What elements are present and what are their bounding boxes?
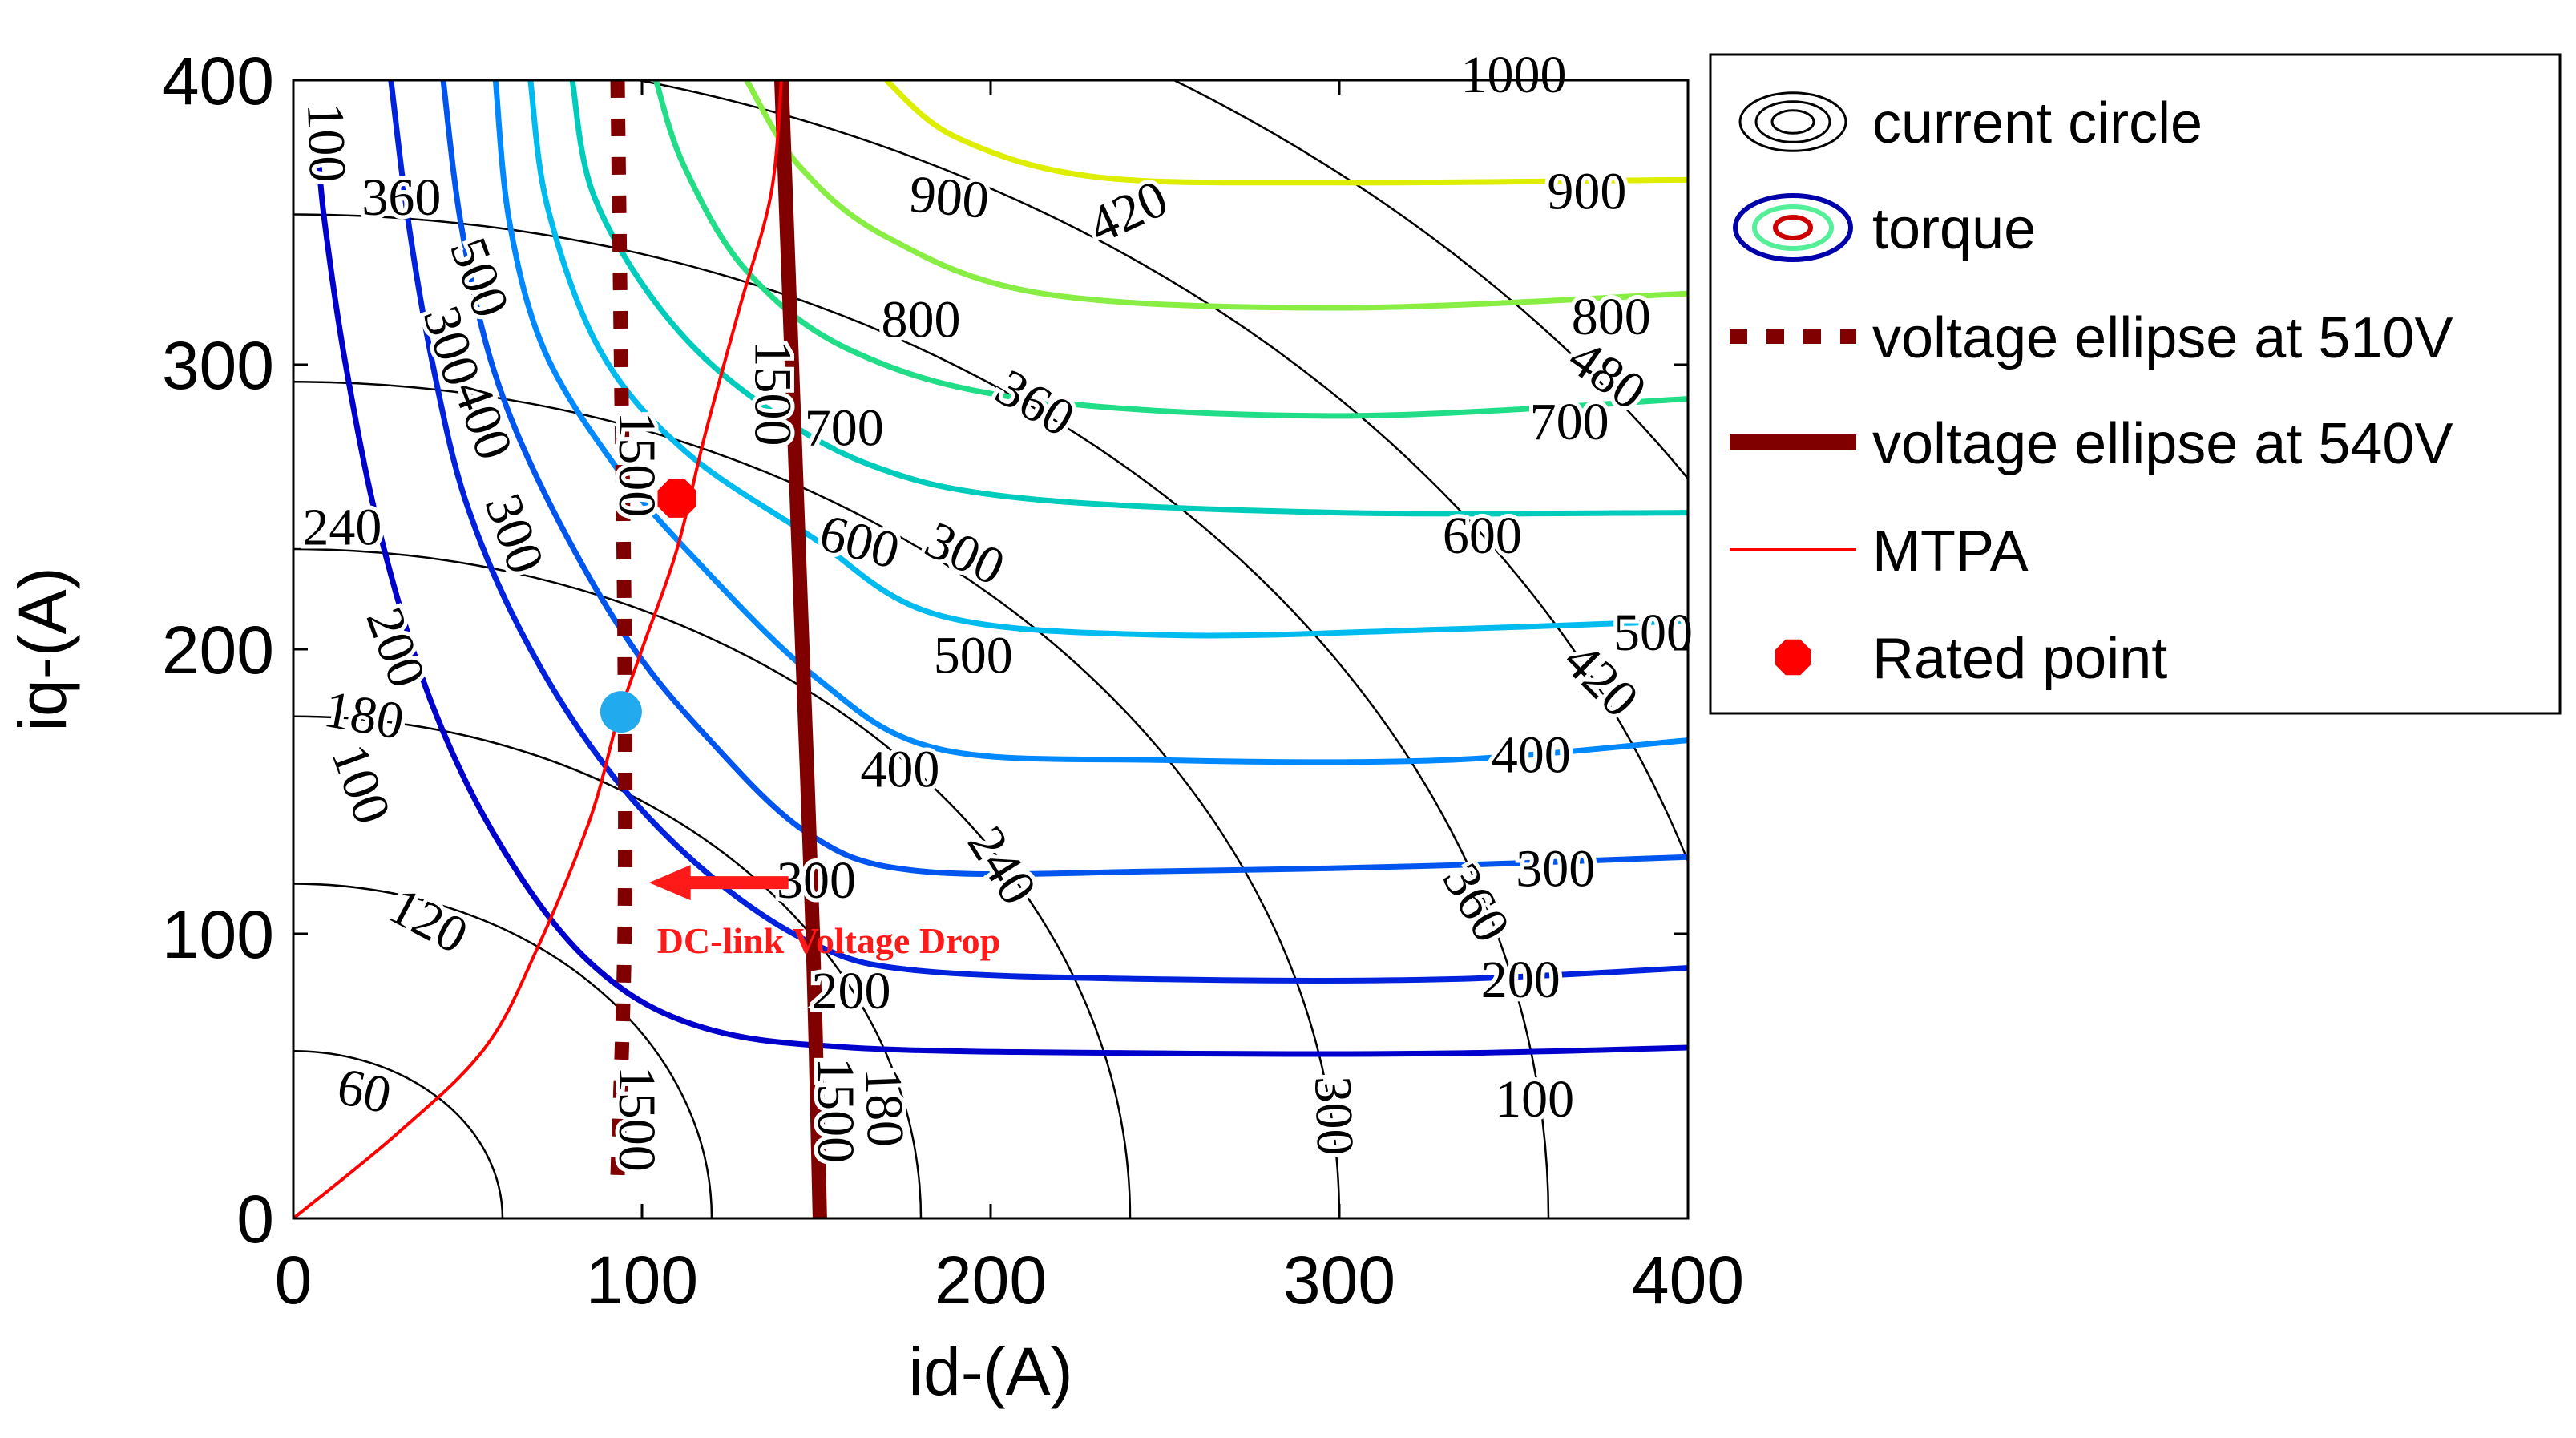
annotation-layer: DC-link Voltage Drop [648, 865, 1001, 961]
legend-label-current_circle: current circle [1872, 91, 2203, 156]
torque-contour-100 [314, 147, 1688, 1057]
legend: current circle torque voltage ellipse at 5… [1709, 53, 2562, 715]
torque-label-300: 300 [1516, 840, 1595, 899]
y-tick-label: 100 [162, 897, 274, 972]
voltage-ellipse-540v [774, 80, 827, 1218]
voltage-ellipse-510v [610, 80, 633, 1177]
voltage-540-label: 1500 [743, 341, 801, 446]
x-axis-label: id-(A) [908, 1334, 1072, 1409]
torque-label-300: 300 [777, 851, 856, 910]
torque-label-900: 900 [1547, 163, 1626, 221]
torque-label-800: 800 [882, 290, 961, 349]
torque-label-500: 500 [934, 626, 1013, 685]
torque-label-200: 200 [1481, 951, 1561, 1009]
torque-contour-400 [492, 80, 1688, 765]
torque-label-700: 700 [1530, 393, 1609, 451]
y-tick-label: 0 [236, 1182, 274, 1257]
torque-label-100: 100 [296, 102, 357, 183]
legend-label-rated: Rated point [1872, 627, 2167, 691]
current-circle-label: 1000 [1461, 46, 1567, 104]
mtpa-curve [293, 80, 783, 1218]
current-circle-label: 180 [854, 1067, 915, 1148]
current-circle-120 [293, 883, 713, 1218]
x-tick-label: 300 [1283, 1242, 1395, 1318]
current-circle-480 [1171, 80, 1688, 480]
torque-label-400: 400 [860, 740, 939, 798]
torque-label-600: 600 [1443, 507, 1522, 565]
torque-contour-500 [527, 80, 1688, 639]
operating-point-marker [600, 691, 642, 733]
voltage-540-label: 1500 [806, 1057, 865, 1163]
legend-current-circle-icon [1754, 100, 1831, 143]
legend-label-v510: voltage ellipse at 510V [1872, 306, 2453, 370]
torque-label-500: 500 [1613, 604, 1693, 662]
voltage-drop-arrow-head [648, 865, 691, 901]
plot-area [293, 80, 1688, 1218]
torque-contour-200 [388, 80, 1688, 984]
torque-label-700: 700 [805, 398, 884, 457]
voltage-drop-annotation: DC-link Voltage Drop [657, 920, 1001, 961]
x-tick-label: 100 [586, 1242, 698, 1318]
legend-box [1709, 53, 2562, 715]
mtpa-layer [293, 80, 783, 1218]
y-tick-label: 300 [162, 328, 274, 403]
legend-label-torque: torque [1872, 197, 2036, 261]
rated-point-marker [657, 479, 696, 518]
torque-contour-800 [744, 80, 1688, 311]
legend-label-v540: voltage ellipse at 540V [1872, 412, 2453, 476]
current-circle-240 [293, 547, 1132, 1218]
current-circle-label: 300 [1303, 1075, 1364, 1156]
legend-torque-icon-inner [1752, 204, 1834, 251]
legend-torque-icon-core [1773, 215, 1813, 240]
legend-current-circle-icon [1770, 109, 1815, 135]
torque-contour-300 [440, 80, 1688, 878]
y-axis-label: iq-(A) [5, 567, 80, 731]
x-tick-label: 200 [935, 1242, 1047, 1318]
torque-contour-900 [884, 80, 1688, 186]
y-tick-label: 200 [162, 612, 274, 688]
legend-label-mtpa: MTPA [1872, 519, 2029, 584]
legend-current-circle-icon [1738, 91, 1847, 152]
legend-rated-point-icon [1775, 639, 1811, 676]
torque-contour-700 [653, 80, 1688, 419]
torque-label-100: 100 [1495, 1070, 1574, 1129]
y-tick-label: 400 [162, 43, 274, 119]
torque-contour-600 [569, 80, 1688, 517]
current-circle-label: 360 [361, 168, 441, 227]
voltage-ellipse-layer [610, 80, 827, 1218]
torque-label-200: 200 [812, 962, 891, 1020]
voltage-510-label: 1500 [608, 411, 666, 517]
legend-torque-icon [1733, 193, 1853, 262]
torque-contour-layer [314, 80, 1688, 1057]
current-circle-60 [293, 1050, 504, 1218]
marker-layer [600, 479, 696, 733]
voltage-510-label: 1500 [608, 1066, 666, 1172]
torque-label-900: 900 [907, 165, 991, 230]
current-circle-label: 240 [302, 499, 382, 557]
torque-label-800: 800 [1572, 288, 1651, 346]
x-tick-label: 0 [275, 1242, 313, 1318]
current-circle-300 [293, 381, 1341, 1218]
x-tick-label: 400 [1632, 1242, 1744, 1318]
torque-label-400: 400 [1492, 726, 1571, 785]
